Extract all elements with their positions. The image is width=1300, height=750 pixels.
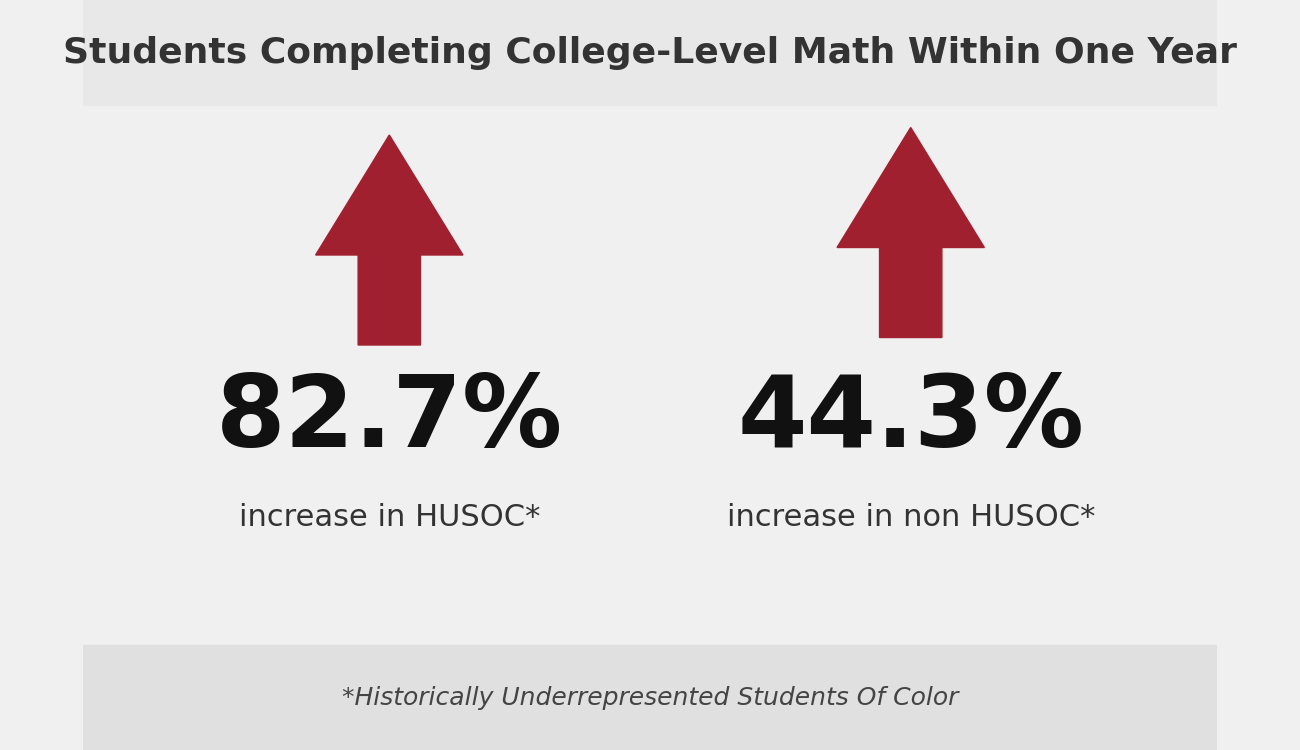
Text: increase in HUSOC*: increase in HUSOC* [239, 503, 540, 532]
Text: 82.7%: 82.7% [216, 371, 563, 469]
Bar [83, 645, 1217, 750]
Polygon shape [837, 128, 984, 338]
Text: Students Completing College-Level Math Within One Year: Students Completing College-Level Math W… [62, 35, 1238, 70]
Polygon shape [316, 135, 463, 345]
Text: *Historically Underrepresented Students Of Color: *Historically Underrepresented Students … [342, 686, 958, 709]
Bar [83, 0, 1217, 105]
Text: increase in non HUSOC*: increase in non HUSOC* [727, 503, 1095, 532]
Text: 44.3%: 44.3% [737, 371, 1084, 469]
